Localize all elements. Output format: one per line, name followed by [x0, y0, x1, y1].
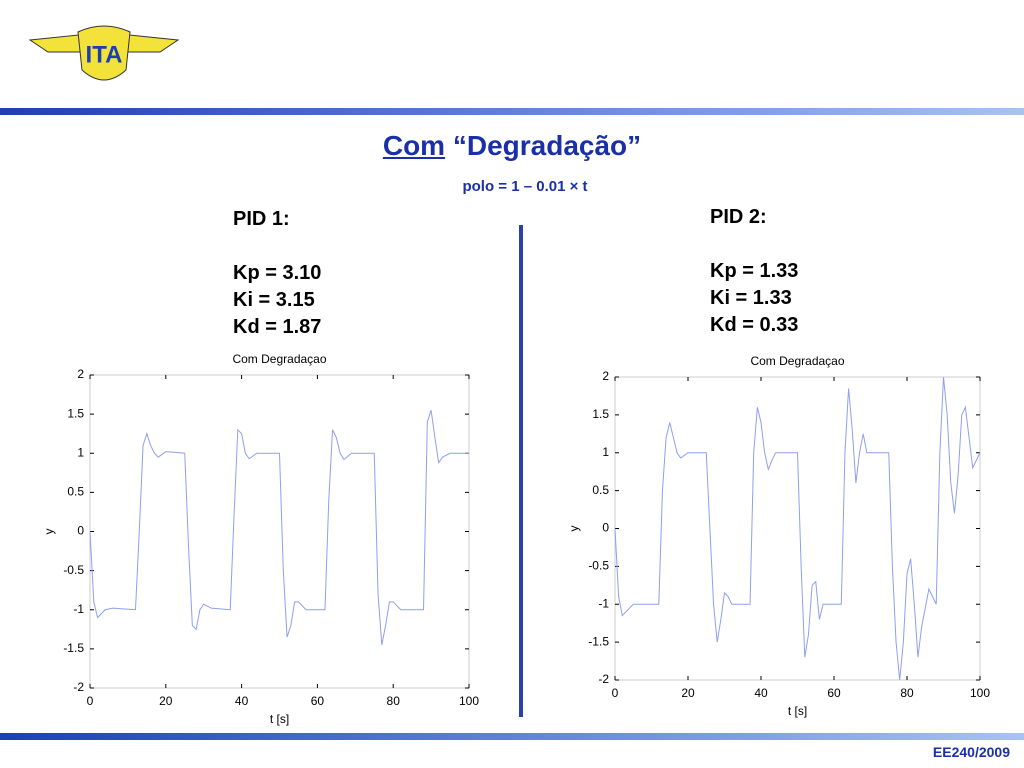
- pid-title: PID 1:: [233, 208, 290, 230]
- y-axis-label: y: [42, 529, 56, 535]
- y-tick-label: -0.5: [588, 559, 609, 573]
- pid2: PID 2: Kp = 1.33 Ki = 1.33 Kd = 0.33: [710, 204, 798, 339]
- x-axis-label: t [s]: [788, 704, 807, 718]
- x-tick-label: 20: [159, 694, 173, 708]
- y-tick-label: 1.5: [67, 406, 84, 420]
- title-rest: “Degradação”: [452, 130, 642, 161]
- divider: [519, 225, 523, 717]
- pid-line: Kd = 0.33: [710, 314, 799, 336]
- pid-title: PID 2:: [710, 206, 767, 228]
- y-tick-label: -1: [598, 596, 609, 610]
- x-axis-label: t [s]: [270, 712, 289, 726]
- x-tick-label: 80: [387, 694, 401, 708]
- title: Com “Degradação”: [0, 130, 1024, 162]
- pid-line: Ki = 3.15: [233, 289, 315, 311]
- pid-line: Kd = 1.87: [233, 316, 322, 338]
- footer-text: EE240/2009: [932, 744, 1010, 760]
- y-tick-label: 0.5: [67, 485, 84, 499]
- pid1: PID 1: Kp = 3.10 Ki = 3.15 Kd = 1.87: [233, 206, 321, 341]
- footer-bar: [0, 733, 1024, 740]
- data-line: [614, 376, 981, 681]
- chart-title: Com Degradaçao: [750, 354, 844, 368]
- y-axis-label: y: [567, 526, 581, 532]
- x-tick-label: 0: [612, 686, 619, 700]
- pid-line: Kp = 3.10: [233, 262, 322, 284]
- x-tick-label: 0: [87, 694, 94, 708]
- data-line: [89, 410, 469, 646]
- x-tick-label: 20: [681, 686, 695, 700]
- x-tick-label: 40: [235, 694, 249, 708]
- y-tick-label: 1: [77, 445, 84, 459]
- subtitle: polo = 1 – 0.01 × t: [462, 178, 588, 195]
- x-tick-label: 40: [754, 686, 768, 700]
- x-tick-label: 100: [970, 686, 990, 700]
- title-underlined: Com: [382, 130, 446, 161]
- y-tick-label: -1.5: [588, 634, 609, 648]
- y-tick-label: 0: [602, 521, 609, 535]
- header-bar: [0, 108, 1024, 115]
- pid-line: Ki = 1.33: [710, 287, 792, 309]
- y-tick-label: 1.5: [592, 407, 609, 421]
- chart-title: Com Degradaçao: [232, 352, 326, 366]
- logo-text: ITA: [86, 41, 123, 68]
- x-tick-label: 60: [827, 686, 841, 700]
- y-tick-label: 0.5: [592, 483, 609, 497]
- y-tick-label: -1.5: [63, 641, 84, 655]
- pid-line: Kp = 1.33: [710, 260, 799, 282]
- y-tick-label: 2: [602, 369, 609, 383]
- plot-frame: [89, 374, 470, 689]
- y-tick-label: 1: [602, 445, 609, 459]
- y-tick-label: 2: [77, 367, 84, 381]
- y-tick-label: -1: [73, 602, 84, 616]
- y-tick-label: -0.5: [63, 563, 84, 577]
- y-tick-label: 0: [77, 524, 84, 538]
- y-tick-label: -2: [598, 672, 609, 686]
- x-tick-label: 80: [900, 686, 914, 700]
- x-tick-label: 100: [459, 694, 479, 708]
- x-tick-label: 60: [311, 694, 325, 708]
- logo: ITA: [28, 25, 180, 81]
- y-tick-label: -2: [73, 680, 84, 694]
